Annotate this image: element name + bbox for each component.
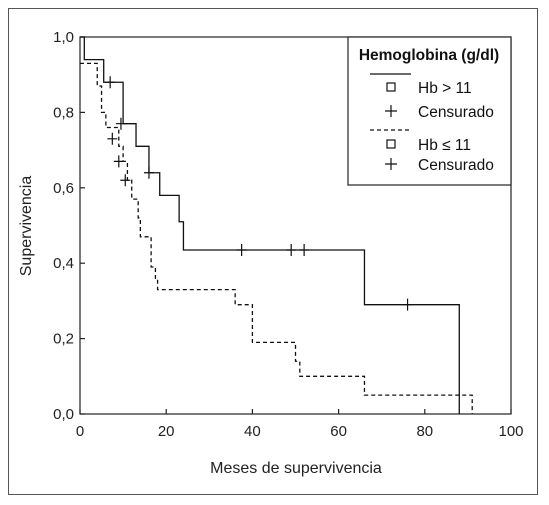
censored-marker [402, 298, 413, 311]
x-tick-label: 40 [244, 423, 261, 440]
y-tick-label: 0,4 [53, 255, 74, 272]
censored-marker [236, 244, 247, 257]
legend-label-hb-low: Hb ≤ 11 [418, 137, 471, 154]
censored-marker [113, 155, 124, 168]
y-tick-label: 0,8 [53, 104, 74, 121]
y-tick-label: 0,6 [53, 180, 74, 197]
legend-label-hb-high: Hb > 11 [418, 80, 472, 97]
x-tick-label: 60 [330, 423, 347, 440]
legend-title: Hemoglobina (g/dl) [359, 47, 499, 64]
legend-censor-marker-1 [385, 105, 397, 117]
censored-marker [143, 166, 154, 179]
legend-square-marker-2 [386, 139, 396, 149]
x-tick-label: 0 [76, 423, 84, 440]
km-curve-hb-low [80, 62, 473, 414]
y-tick-label: 1,0 [53, 29, 74, 46]
censored-marker [107, 132, 118, 145]
x-tick-label: 100 [498, 423, 523, 440]
legend-label-censored-2: Censurado [418, 157, 494, 174]
legend: Hemoglobina (g/dl) Hb > 11 Censurado Hb … [347, 36, 512, 186]
legend-label-censored-1: Censurado [418, 104, 494, 121]
legend-box [347, 36, 512, 186]
censored-marker [105, 76, 116, 89]
x-tick-label: 80 [416, 423, 433, 440]
legend-censor-marker-2 [385, 158, 397, 170]
x-tick-label: 20 [158, 423, 175, 440]
y-axis-title: Supervivencia [18, 176, 35, 277]
x-axis-title: Meses de supervivencia [210, 460, 382, 477]
y-tick-label: 0,0 [53, 406, 74, 423]
censored-marker [115, 117, 126, 130]
censored-marker [120, 174, 131, 187]
axes: 0 20 40 60 80 100 0,0 0,2 0,4 0,6 0,8 1,0 [53, 29, 523, 440]
censored-marker [299, 244, 310, 257]
legend-square-marker-1 [386, 82, 396, 92]
y-tick-label: 0,2 [53, 331, 74, 348]
plot-area [79, 36, 512, 415]
censored-marker [286, 244, 297, 257]
series-layer [80, 36, 473, 414]
chart-frame [8, 8, 538, 495]
